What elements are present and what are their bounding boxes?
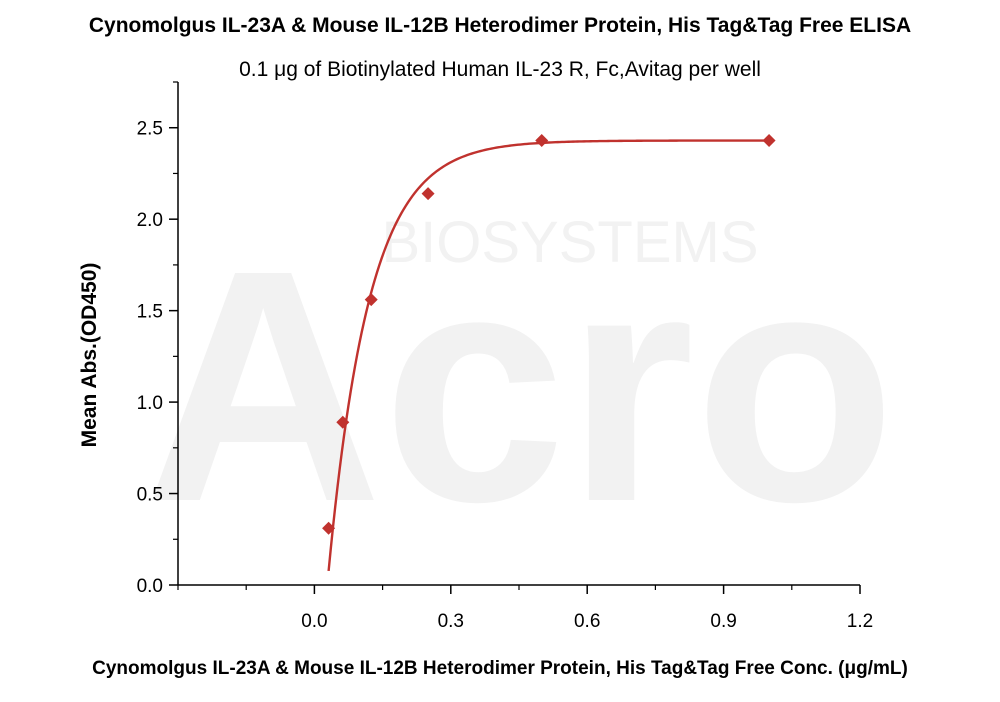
- watermark-text: BIOSYSTEMS: [381, 210, 758, 275]
- watermark-logo-text: Acro: [144, 201, 896, 570]
- x-tick-label: 0.9: [710, 611, 736, 632]
- data-point: [364, 293, 378, 307]
- data-point: [535, 134, 549, 148]
- fit-curve: [327, 139, 770, 572]
- y-tick-label: 2.0: [137, 210, 163, 231]
- x-tick-label: 0.3: [438, 611, 464, 632]
- y-tick-label: 2.5: [137, 119, 163, 140]
- y-tick-label: 1.5: [137, 302, 163, 323]
- axes: 0.0 0.5 1.0 1.5 2.0 2.5 0.0 0.3 0.6 0.9 1.2: [137, 81, 873, 632]
- x-axis-label: Cynomolgus IL-23A & Mouse IL-12B Heterod…: [92, 658, 908, 679]
- data-point: [421, 187, 435, 201]
- chart-subtitle: 0.1 μg of Biotinylated Human IL-23 R, Fc…: [239, 58, 761, 81]
- data-point: [336, 415, 350, 429]
- data-point: [762, 134, 776, 148]
- data-point: [322, 521, 336, 535]
- x-tick-label: 0.0: [301, 611, 327, 632]
- data-points: [322, 134, 776, 535]
- fit-curve-group: [327, 139, 770, 572]
- chart-title: Cynomolgus IL-23A & Mouse IL-12B Heterod…: [88, 14, 912, 37]
- y-tick-label: 1.0: [137, 393, 163, 414]
- y-tick-label: 0.0: [137, 576, 163, 597]
- x-tick-label: 0.6: [574, 611, 600, 632]
- y-tick-label: 0.5: [137, 485, 163, 506]
- x-tick-label: 1.2: [847, 611, 873, 632]
